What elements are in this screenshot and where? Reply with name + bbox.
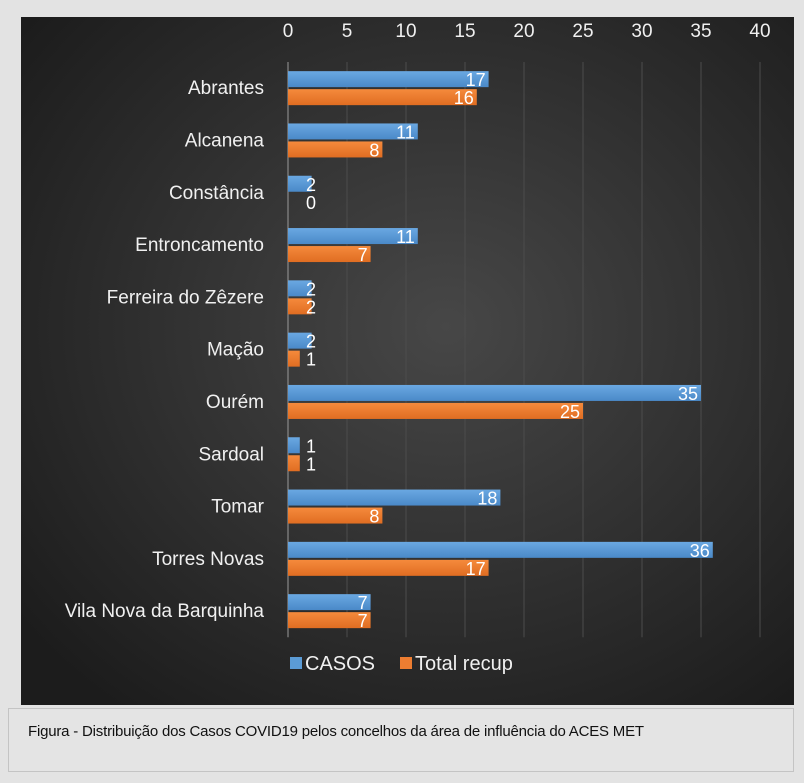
- bar-casos: [288, 541, 713, 558]
- category-label: Alcanena: [185, 130, 265, 151]
- data-label: 7: [358, 593, 368, 613]
- category-label: Vila Nova da Barquinha: [65, 601, 265, 622]
- x-tick-label: 10: [395, 21, 416, 42]
- data-label: 17: [466, 559, 486, 579]
- bar-total-recup: [288, 141, 383, 158]
- bar-casos: [288, 71, 489, 88]
- category-label: Tomar: [211, 497, 264, 518]
- data-label: 8: [369, 140, 379, 160]
- caption-box: Figura - Distribuição dos Casos COVID19 …: [8, 708, 794, 772]
- bar-total-recup: [288, 298, 312, 315]
- data-label: 16: [454, 88, 474, 108]
- bar-casos: [288, 123, 418, 140]
- bar-casos: [288, 228, 418, 245]
- x-tick-label: 0: [283, 21, 294, 42]
- bar-total-recup: [288, 455, 300, 472]
- x-tick-label: 40: [749, 21, 770, 42]
- legend-swatch: [400, 657, 412, 669]
- category-label: Abrantes: [188, 78, 264, 99]
- bar-casos: [288, 332, 312, 349]
- x-tick-label: 25: [572, 21, 593, 42]
- figure-caption: Figura - Distribuição dos Casos COVID19 …: [28, 723, 644, 740]
- x-tick-label: 15: [454, 21, 475, 42]
- data-label: 18: [477, 489, 497, 509]
- legend-swatch: [290, 657, 302, 669]
- data-label: 35: [678, 384, 698, 404]
- data-label: 1: [306, 454, 316, 474]
- bar-total-recup: [288, 507, 383, 524]
- bar-total-recup: [288, 89, 477, 106]
- data-label: 2: [306, 175, 316, 195]
- data-label: 8: [369, 507, 379, 527]
- x-tick-label: 20: [513, 21, 534, 42]
- category-label: Sardoal: [199, 444, 265, 465]
- data-label: 36: [690, 541, 710, 561]
- category-label: Ourém: [206, 392, 264, 413]
- bar-total-recup: [288, 246, 371, 263]
- data-label: 17: [466, 70, 486, 90]
- bar-total-recup: [288, 612, 371, 629]
- bar-casos: [288, 437, 300, 454]
- category-label: Mação: [207, 340, 264, 361]
- data-label: 2: [306, 279, 316, 299]
- x-tick-label: 30: [631, 21, 652, 42]
- category-label: Entroncamento: [135, 235, 264, 256]
- data-label: 1: [306, 350, 316, 370]
- bar-casos: [288, 489, 501, 506]
- bar-casos: [288, 280, 312, 297]
- data-label: 1: [306, 436, 316, 456]
- category-label: Torres Novas: [152, 549, 264, 570]
- category-label: Constância: [169, 183, 264, 204]
- legend-label: CASOS: [305, 653, 375, 675]
- data-label: 11: [396, 227, 415, 247]
- data-label: 11: [396, 122, 415, 142]
- category-label: Ferreira do Zêzere: [107, 287, 264, 308]
- data-label: 2: [306, 332, 316, 352]
- data-label: 25: [560, 402, 580, 422]
- legend-label: Total recup: [415, 653, 513, 675]
- bar-casos: [288, 594, 371, 611]
- x-tick-label: 5: [342, 21, 353, 42]
- data-label: 0: [306, 193, 316, 213]
- bar-total-recup: [288, 402, 583, 419]
- bar-casos: [288, 384, 701, 401]
- x-tick-label: 35: [690, 21, 711, 42]
- data-label: 7: [358, 611, 368, 631]
- data-label: 7: [358, 245, 368, 265]
- data-label: 2: [306, 297, 316, 317]
- bar-total-recup: [288, 350, 300, 367]
- bar-casos: [288, 175, 312, 192]
- bar-total-recup: [288, 559, 489, 576]
